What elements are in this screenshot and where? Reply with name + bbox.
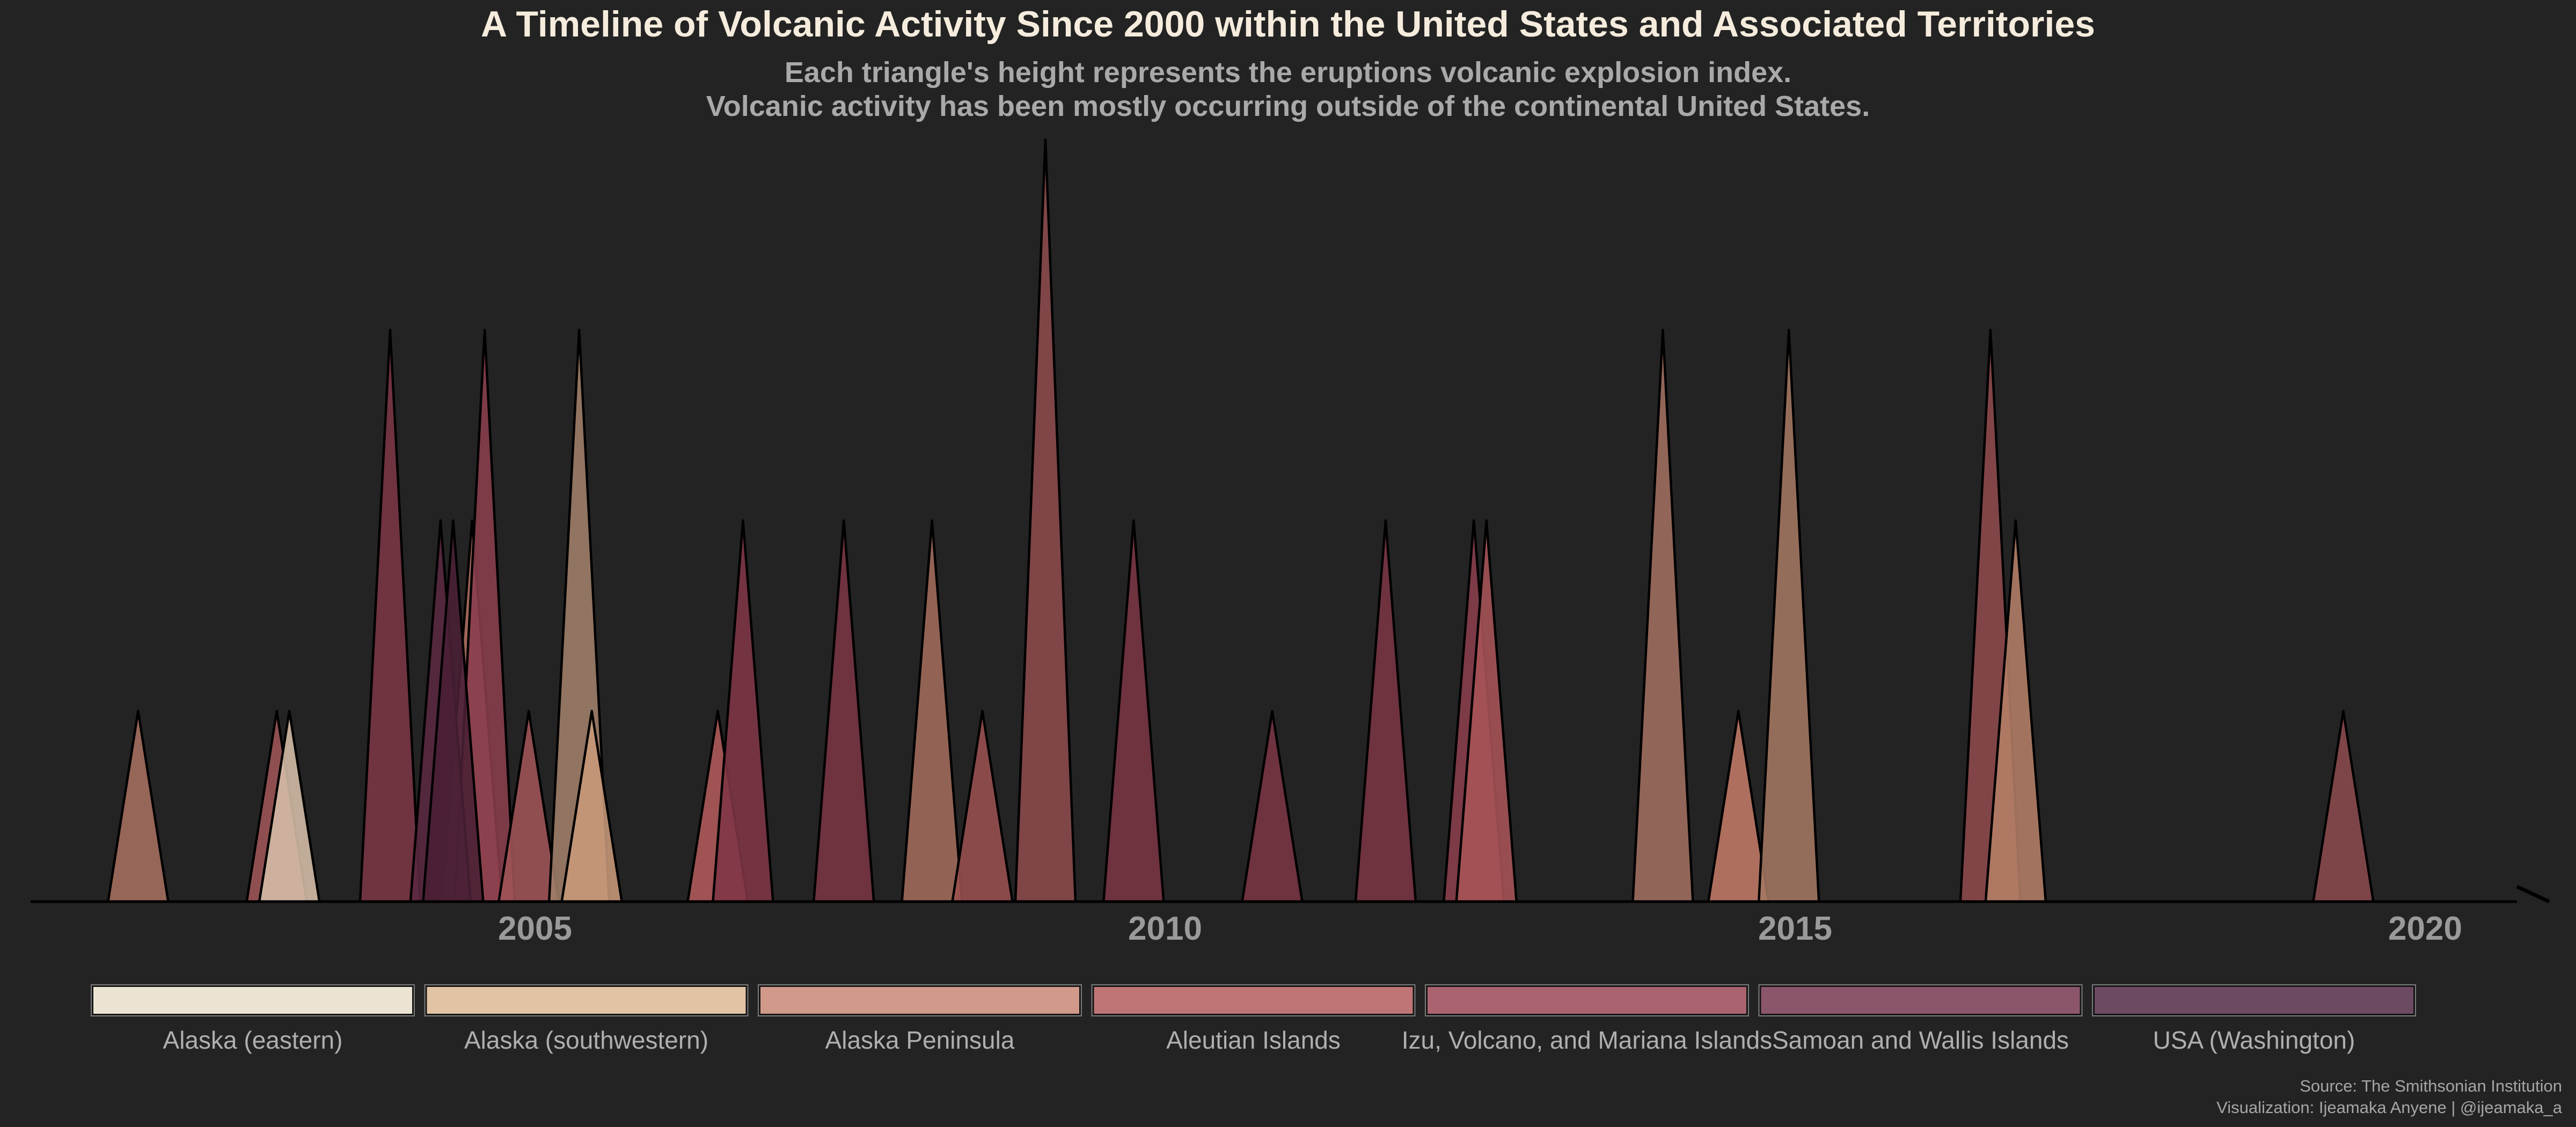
x-tick-label: 2010 bbox=[1128, 910, 1202, 947]
legend-swatch bbox=[1425, 984, 1749, 1016]
legend-swatch bbox=[91, 984, 415, 1016]
caption-credit: Visualization: Ijeamaka Anyene | @ijeama… bbox=[2216, 1098, 2563, 1117]
legend-color-bar bbox=[1760, 986, 2081, 1015]
legend-swatch bbox=[1091, 984, 1416, 1016]
x-axis-arrow-tip bbox=[2516, 884, 2550, 904]
x-tick-label: 2005 bbox=[498, 910, 572, 947]
legend-color-bar bbox=[759, 986, 1080, 1015]
legend-label: Izu, Volcano, and Mariana Islands bbox=[1402, 1026, 1772, 1054]
legend-label: Alaska (southwestern) bbox=[464, 1026, 708, 1054]
caption-source: Source: The Smithsonian Institution bbox=[2300, 1077, 2562, 1095]
legend-label: Alaska (eastern) bbox=[163, 1026, 343, 1054]
legend-color-bar bbox=[1426, 986, 1747, 1015]
x-axis: 2005 2010 2015 2020 bbox=[31, 884, 2550, 947]
legend-swatch bbox=[1758, 984, 2083, 1016]
legend-color-bar bbox=[2094, 986, 2414, 1015]
legend-color-bar bbox=[426, 986, 747, 1015]
legend-label: Samoan and Wallis Islands bbox=[1772, 1026, 2069, 1054]
legend-label: USA (Washington) bbox=[2153, 1026, 2355, 1054]
legend-label: Alaska Peninsula bbox=[825, 1026, 1015, 1054]
legend-swatch bbox=[758, 984, 1082, 1016]
chart-title: A Timeline of Volcanic Activity Since 20… bbox=[481, 4, 2095, 45]
legend: Alaska (eastern) Alaska (southwestern) Ala… bbox=[91, 984, 2416, 1054]
legend-label: Aleutian Islands bbox=[1166, 1026, 1341, 1054]
legend-swatch bbox=[424, 984, 749, 1016]
legend-color-bar bbox=[92, 986, 413, 1015]
chart-subtitle-line-1: Each triangle's height represents the er… bbox=[785, 56, 1791, 89]
chart-subtitle-line-2: Volcanic activity has been mostly occurr… bbox=[706, 90, 1870, 122]
x-tick-label: 2015 bbox=[1758, 910, 1832, 947]
x-tick-label: 2020 bbox=[2388, 910, 2462, 947]
legend-color-bar bbox=[1093, 986, 1414, 1015]
legend-swatch bbox=[2092, 984, 2416, 1016]
